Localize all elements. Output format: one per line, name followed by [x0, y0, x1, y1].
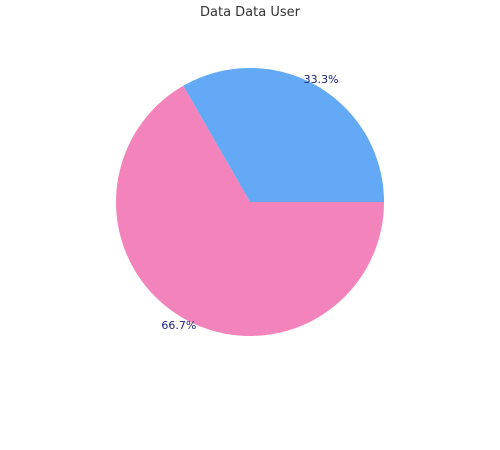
pie-labels: 33.3% 66.7%	[161, 73, 338, 332]
chart-title: Data Data User	[200, 5, 301, 20]
pie-slice-label-2: 66.7%	[161, 319, 196, 332]
pie-slice-1	[183, 67, 384, 202]
pie-slice-label-1: 33.3%	[304, 73, 339, 86]
pie-slices	[115, 67, 384, 336]
pie-slice-2	[115, 85, 384, 336]
